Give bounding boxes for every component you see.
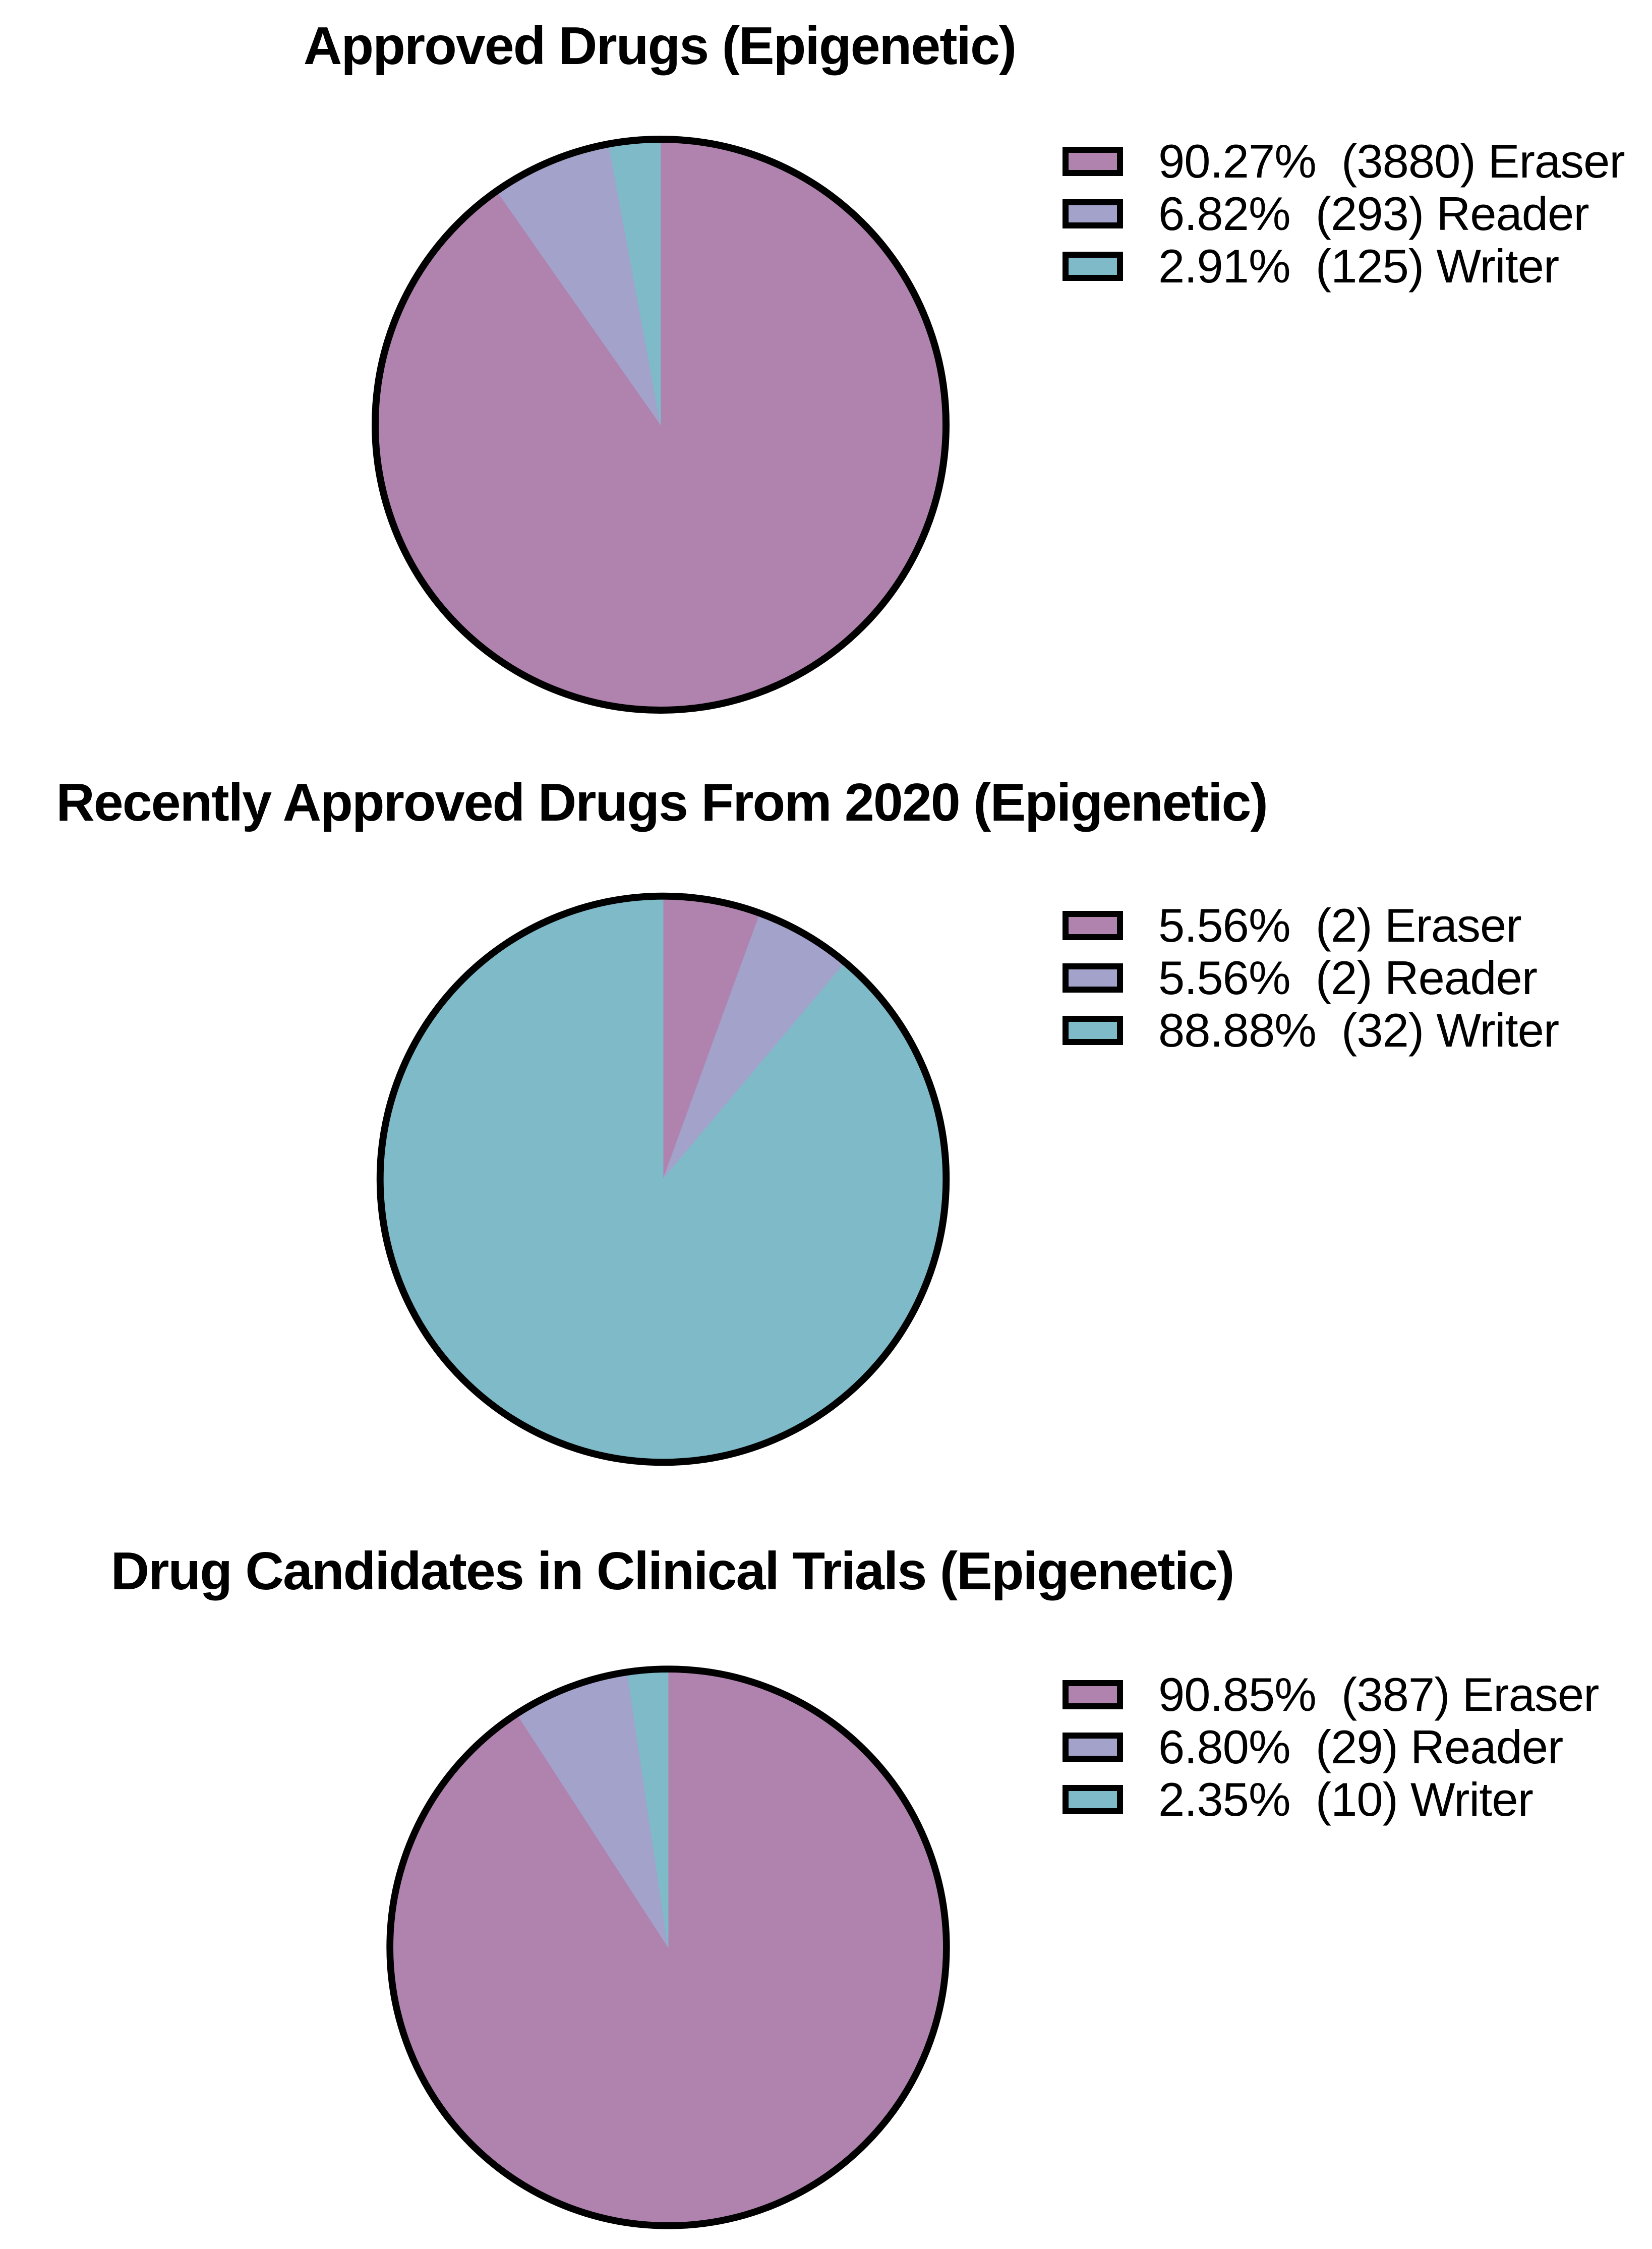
legend-label: 2.35% (10) Writer bbox=[1158, 1773, 1533, 1826]
legend: 5.56% (2) Eraser 5.56% (2) Reader 88.88% (… bbox=[1063, 899, 1559, 1057]
legend-item-writer: 88.88% (32) Writer bbox=[1063, 1004, 1559, 1057]
legend-swatch-reader bbox=[1063, 199, 1123, 228]
legend-label: 88.88% (32) Writer bbox=[1158, 1004, 1559, 1057]
legend-item-reader: 6.80% (29) Reader bbox=[1063, 1720, 1599, 1773]
legend-item-writer: 2.35% (10) Writer bbox=[1063, 1773, 1599, 1826]
legend-label: 2.91% (125) Writer bbox=[1158, 240, 1559, 293]
legend: 90.85% (387) Eraser 6.80% (29) Reader 2.35… bbox=[1063, 1668, 1599, 1826]
pie-chart bbox=[386, 1665, 950, 2229]
chart-title: Drug Candidates in Clinical Trials (Epig… bbox=[110, 1541, 1235, 1601]
legend-label: 90.85% (387) Eraser bbox=[1158, 1668, 1599, 1721]
pie-chart bbox=[376, 892, 950, 1466]
legend-item-eraser: 90.85% (387) Eraser bbox=[1063, 1668, 1599, 1721]
legend-item-reader: 5.56% (2) Reader bbox=[1063, 951, 1559, 1004]
legend-swatch-writer bbox=[1063, 1785, 1123, 1814]
legend-item-eraser: 5.56% (2) Eraser bbox=[1063, 899, 1559, 952]
legend: 90.27% (3880) Eraser 6.82% (293) Reader 2.… bbox=[1063, 135, 1625, 293]
legend-label: 5.56% (2) Reader bbox=[1158, 951, 1538, 1004]
pie-outline bbox=[376, 892, 950, 1466]
chart-title: Approved Drugs (Epigenetic) bbox=[303, 16, 1017, 76]
legend-item-reader: 6.82% (293) Reader bbox=[1063, 187, 1625, 240]
legend-label: 6.80% (29) Reader bbox=[1158, 1720, 1563, 1773]
legend-swatch-writer bbox=[1063, 1016, 1123, 1045]
legend-swatch-eraser bbox=[1063, 147, 1123, 176]
legend-swatch-eraser bbox=[1063, 1680, 1123, 1709]
pie-chart bbox=[372, 136, 950, 714]
pie-outline bbox=[372, 136, 950, 714]
pie-outline bbox=[386, 1665, 950, 2229]
legend-item-eraser: 90.27% (3880) Eraser bbox=[1063, 135, 1625, 188]
chart-title: Recently Approved Drugs From 2020 (Epige… bbox=[56, 773, 1268, 832]
legend-label: 5.56% (2) Eraser bbox=[1158, 899, 1522, 952]
legend-swatch-eraser bbox=[1063, 911, 1123, 940]
legend-label: 6.82% (293) Reader bbox=[1158, 187, 1589, 240]
legend-swatch-reader bbox=[1063, 1733, 1123, 1762]
legend-swatch-writer bbox=[1063, 252, 1123, 281]
legend-swatch-reader bbox=[1063, 963, 1123, 993]
legend-label: 90.27% (3880) Eraser bbox=[1158, 135, 1625, 188]
legend-item-writer: 2.91% (125) Writer bbox=[1063, 240, 1625, 293]
